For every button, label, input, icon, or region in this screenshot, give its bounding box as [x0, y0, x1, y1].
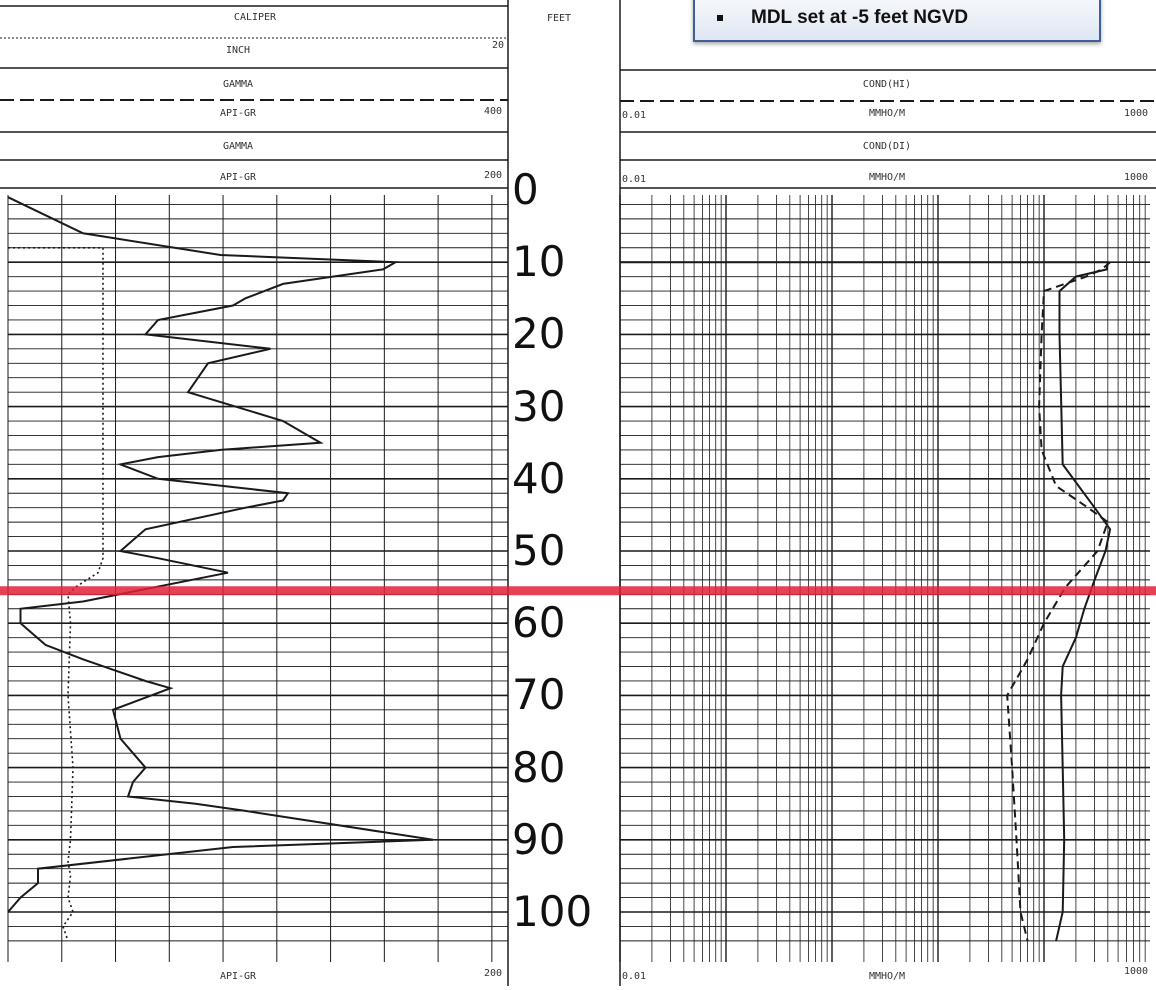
gamma-scale-max-1: 400 — [484, 106, 503, 117]
depth-tick-label: 90 — [512, 814, 566, 864]
curve-gamma — [7, 196, 434, 913]
cond-hi-scale-max: 1000 — [1124, 108, 1149, 119]
curve-caliper — [8, 247, 104, 942]
cond-hi-scale-min: 0.01 — [622, 110, 647, 121]
caliper-title: CALIPER — [233, 12, 277, 23]
caliper-unit: INCH — [225, 45, 251, 56]
depth-tick-label: 30 — [512, 381, 566, 431]
cond-di-scale-max: 1000 — [1124, 172, 1149, 183]
depth-tick-label: 20 — [512, 309, 566, 359]
depth-unit-label: FEET — [547, 13, 572, 24]
curve-cond-hi- — [1006, 261, 1111, 942]
gamma-title-1: GAMMA — [222, 79, 254, 90]
bullet-icon — [717, 15, 723, 21]
gamma-unit-2: API-GR — [219, 172, 257, 183]
caliper-scale-max: 20 — [492, 40, 505, 51]
gamma-scale-max-2: 200 — [484, 170, 503, 181]
curve-cond-di- — [620, 261, 1112, 942]
left-footer-unit: API-GR — [219, 971, 257, 982]
cond-hi-title: COND(HI) — [862, 79, 912, 90]
cond-di-title: COND(DI) — [862, 141, 912, 152]
left-footer-scale-max: 200 — [484, 968, 503, 979]
right-footer-unit: MMHO/M — [868, 971, 906, 982]
mdl-callout-box: MDL set at -5 feet NGVD — [693, 0, 1101, 42]
depth-tick-label: 0 — [512, 165, 539, 214]
mdl-callout-text: MDL set at -5 feet NGVD — [751, 7, 969, 28]
depth-tick-label: 40 — [512, 453, 566, 503]
gamma-title-2: GAMMA — [222, 141, 254, 152]
cond-di-scale-min: 0.01 — [622, 174, 647, 185]
depth-tick-label: 60 — [512, 598, 566, 648]
depth-tick-label: 50 — [512, 526, 566, 575]
depth-tick-label: 80 — [512, 742, 566, 792]
depth-tick-label: 10 — [512, 237, 566, 287]
cond-hi-unit: MMHO/M — [868, 108, 906, 119]
cond-di-unit: MMHO/M — [868, 172, 906, 183]
gamma-unit-1: API-GR — [219, 108, 257, 119]
right-footer-scale-max: 1000 — [1124, 966, 1149, 977]
right-footer-scale-min: 0.01 — [622, 971, 647, 982]
depth-tick-label: 100 — [512, 887, 593, 936]
depth-tick-label: 70 — [512, 670, 566, 720]
